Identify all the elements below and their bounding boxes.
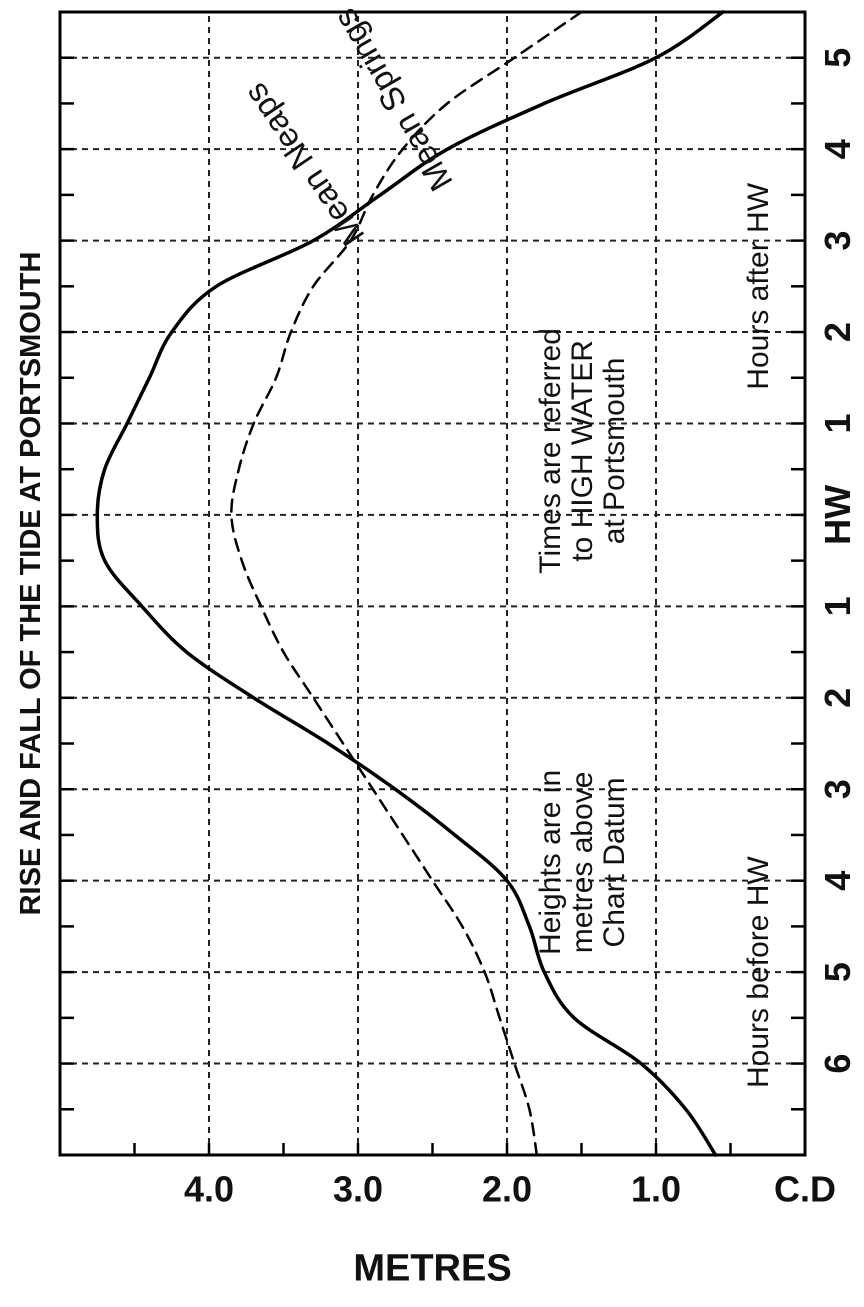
- series-label-mean-neaps: Mean Neaps: [236, 77, 371, 253]
- y-tick-label: C.D: [774, 1169, 836, 1210]
- series-label-mean-springs: Mean Springs: [326, 3, 460, 198]
- y-tick-label: 2.0: [482, 1169, 532, 1210]
- x-tick-label: 2: [817, 688, 858, 708]
- note-heights-line-3: Chart Datum: [598, 777, 631, 947]
- x-label-hours-after: Hours after HW: [742, 182, 775, 389]
- grid: [60, 12, 805, 1155]
- plot-frame: [58, 10, 807, 1157]
- x-tick-label: 1: [817, 413, 858, 433]
- x-tick-label: 4: [817, 871, 858, 891]
- series-line-mean-neaps: [230, 10, 583, 1157]
- x-tick-label: 3: [817, 231, 858, 251]
- x-tick-label: 4: [817, 139, 858, 159]
- note-times-line-2: to HIGH WATER: [566, 340, 599, 562]
- note-heights-line-2: metres above: [566, 772, 599, 954]
- y-tick-label: 4.0: [184, 1169, 234, 1210]
- x-tick-labels: 6 5 4 3 2 1 HW 1 2 3 4 5: [817, 48, 858, 1074]
- y-tick-label: 1.0: [631, 1169, 681, 1210]
- x-tick-label: 6: [817, 1054, 858, 1074]
- x-tick-label: 3: [817, 779, 858, 799]
- note-times-line-1: Times are referred: [534, 328, 567, 574]
- y-tick-labels: C.D 1.0 2.0 3.0 4.0: [184, 1169, 836, 1210]
- x-label-hours-before: Hours before HW: [742, 856, 775, 1088]
- x-tick-label: 5: [817, 48, 858, 68]
- series-line-mean-springs: [95, 10, 725, 1157]
- x-tick-label: 5: [817, 962, 858, 982]
- chart-title: RISE AND FALL OF THE TIDE AT PORTSMOUTH: [15, 252, 47, 916]
- x-tick-label: 1: [817, 596, 858, 616]
- y-axis-label: METRES: [353, 1247, 511, 1289]
- note-times: Times are referred to HIGH WATER at Port…: [534, 328, 631, 574]
- note-heights-line-1: Heights are in: [534, 770, 567, 955]
- note-times-line-3: at Portsmouth: [598, 358, 631, 545]
- x-tick-label: 2: [817, 322, 858, 342]
- x-tick-label: HW: [817, 485, 858, 545]
- series-lines: [95, 10, 725, 1157]
- y-tick-label: 3.0: [333, 1169, 383, 1210]
- note-heights: Heights are in metres above Chart Datum: [534, 770, 631, 955]
